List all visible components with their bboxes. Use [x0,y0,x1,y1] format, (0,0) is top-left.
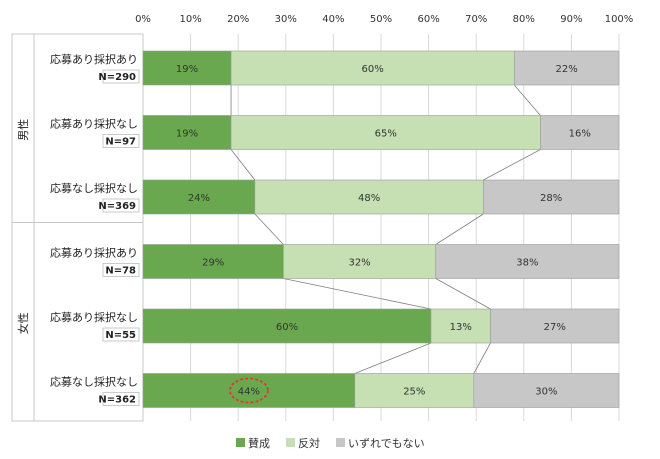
sample-size-box [102,392,140,406]
data-label: 19% [176,129,198,140]
sample-size-box [102,263,140,277]
category-frame-border [11,33,144,422]
category-label: 応募あり採択あり [50,246,138,260]
data-label: 29% [202,258,224,269]
highlight-circle [229,377,269,404]
x-tick-label: 20% [227,14,249,25]
connector-line [230,149,256,181]
x-tick-label: 70% [465,14,487,25]
sample-size-box [102,134,140,148]
connector-line [435,213,484,245]
sample-size-label: N=362 [98,395,136,406]
legend-swatch [286,438,295,447]
sample-size-box [102,327,140,342]
legend-swatch [236,438,245,447]
category-labels: 応募あり採択あり N=290 応募あり採択なし N=97 応募なし採択なし N=369 応募… [50,52,140,406]
data-label: 13% [450,322,472,333]
bar-segment [354,373,475,408]
data-label: 48% [358,193,380,204]
sample-size-label: N=78 [105,266,136,277]
legend-swatch [336,438,345,447]
category-label: 応募なし採択なし [50,375,138,389]
connector-line [483,149,541,181]
bar-segment [483,179,620,215]
segment-connectors [230,84,541,374]
data-label: 25% [403,387,425,398]
x-tick-label: 100% [605,14,634,25]
data-label: 65% [375,129,397,140]
data-label: 32% [348,258,370,269]
x-axis-tick-labels: 0% 10% 20% 30% 40% 50% 60% 70% 80% 90% 100% [135,14,633,25]
legend: 賛成 反対 いずれでもない [236,436,425,450]
connector-line [283,278,432,310]
bar-segment [142,50,232,86]
category-label: 応募あり採択なし [50,310,138,324]
data-label: 19% [176,64,198,75]
connector-line [513,84,541,116]
bar-segment [490,308,620,344]
bar-segment [142,373,356,408]
sample-size-label: N=369 [98,201,136,212]
sample-size-label: N=55 [105,330,136,341]
data-label: 28% [540,193,562,204]
data-label: 60% [276,322,298,333]
data-label: 22% [556,64,578,75]
bar-segment [230,50,515,86]
data-label: 60% [362,64,384,75]
data-label: 38% [516,258,538,269]
category-label: 応募あり採択あり [50,52,138,66]
connector-line [473,342,491,374]
connector-line [254,213,284,245]
x-tick-label: 10% [179,14,201,25]
gridlines [142,34,620,421]
x-tick-label: 40% [322,14,344,25]
sample-size-label: N=290 [98,72,136,83]
group-label: 女性 [16,312,30,334]
bars [142,50,620,408]
legend-label: 反対 [298,436,320,450]
category-label: 応募あり採択なし [50,117,138,131]
bar-segment [142,244,284,279]
sample-size-box [102,69,140,84]
connector-line [435,278,491,310]
x-tick-label: 50% [370,14,392,25]
legend-label: 賛成 [248,436,270,450]
data-labels: 19% 60% 22% 19% 65% 16% 24% 48% 28% 29% 32% 38% 60% 1… [176,64,591,404]
bar-segment [283,244,437,279]
group-label: 男性 [16,119,30,141]
bar-segment [513,50,620,86]
legend-label: いずれでもない [348,437,425,450]
x-tick-label: 90% [560,14,582,25]
x-tick-label: 60% [417,14,439,25]
bar-segment [473,373,620,408]
bar-segment [142,308,432,344]
data-label: 27% [544,322,566,333]
x-tick-label: 0% [135,14,151,25]
data-label: 24% [188,193,210,204]
bar-segment [142,115,232,150]
data-label: 30% [535,387,557,398]
bar-segment [540,115,620,150]
category-label: 応募なし採択なし [50,181,138,195]
x-tick-label: 30% [275,14,297,25]
data-label: 44% [238,387,260,398]
bar-segment [230,115,541,150]
bar-segment [430,308,491,344]
connector-line [354,342,432,374]
bar-segment [142,179,256,215]
bar-segment [435,244,620,279]
sample-size-box [102,198,140,213]
x-tick-label: 80% [513,14,535,25]
sample-size-label: N=97 [105,137,136,148]
data-label: 16% [569,129,591,140]
bar-segment [254,179,484,215]
